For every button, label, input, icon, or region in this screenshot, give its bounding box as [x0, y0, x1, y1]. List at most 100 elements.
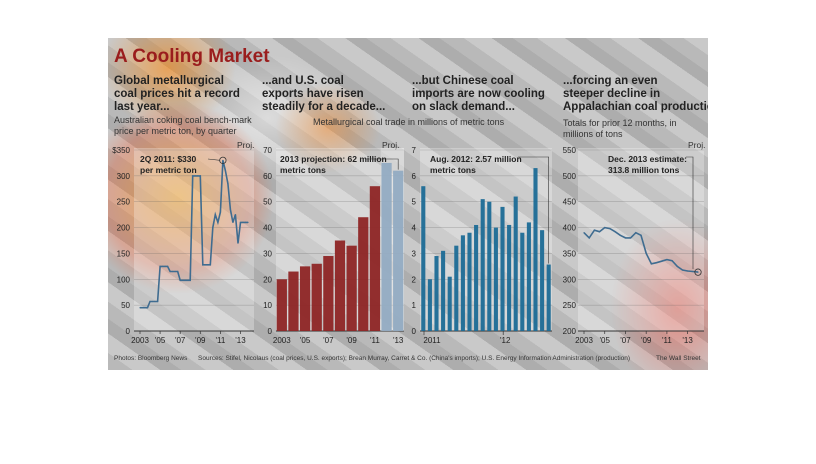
panel-4-data-point	[588, 237, 590, 239]
panel-2-annotation-line-1: 2013 projection: 62 million	[280, 154, 387, 164]
panel-4-data-point	[692, 270, 694, 273]
panel-4-annotation-line-2: 313.8 million tons	[608, 165, 680, 175]
panel-2-x-tick-label: '11	[370, 336, 380, 345]
panel-4-data-point	[697, 271, 699, 273]
panel-3-bar	[454, 245, 459, 331]
footer-sources: Sources: Stifel, Nicolaus (coal prices, …	[198, 355, 630, 362]
shared-subtitle: Metallurgical coal trade in millions of …	[313, 117, 505, 127]
panel-3-bar	[487, 201, 492, 331]
panel-1-y-tick-label: 0	[126, 327, 131, 336]
panel-4-data-point	[655, 262, 658, 264]
chart-canvas: A Cooling Market Global metallurgical co…	[112, 46, 708, 362]
panel-4-data-point	[650, 263, 652, 265]
panel-3-y-tick-label: 5	[412, 198, 417, 207]
panel-2-bar	[288, 271, 299, 331]
panel-1-data-point	[156, 300, 159, 303]
panel-3-bar	[441, 250, 446, 331]
panel-1-x-tick-label: '07	[175, 336, 186, 345]
panel-1-data-point	[169, 270, 171, 273]
panel-1-data-point	[219, 211, 221, 213]
panel-1-data-point	[199, 175, 201, 177]
panel-1-annotation-line-1: 2Q 2011: $330	[140, 154, 197, 164]
panel-4-data-point	[609, 228, 611, 230]
panel-1-data-point	[242, 221, 244, 223]
panel-1-data-point	[229, 208, 232, 211]
panel-2-bar	[358, 217, 369, 331]
panel-2-y-tick-label: 50	[263, 198, 272, 207]
panel-2-callout-leader	[366, 158, 399, 170]
panel-1-data-point	[237, 242, 239, 244]
panel-4-data-point	[666, 259, 668, 261]
panel-3-y-tick-label: 3	[412, 249, 417, 258]
panel-2-bar	[276, 279, 287, 331]
panel-1-data-point	[184, 279, 186, 281]
panel-3-bar	[480, 199, 485, 331]
panel-3-x-tick-label: '12	[500, 336, 511, 345]
panel-3-bar	[467, 232, 472, 331]
panel-2-bar	[299, 266, 311, 331]
panel-4-subheading-line-2: millions of tons	[563, 129, 623, 139]
panel-2-y-tick-label: 10	[263, 301, 272, 310]
panel-1-data-point	[167, 265, 169, 267]
panel-3-x-tick-label: 2011	[423, 336, 441, 345]
panel-1-data-point	[159, 265, 161, 267]
panel-1-data-point	[244, 221, 247, 223]
panel-4-x-tick-label: '07	[620, 336, 631, 345]
panel-2-bar	[334, 240, 346, 331]
panel-2-bar	[311, 263, 322, 331]
panel-4-y-tick-label: 500	[563, 172, 577, 181]
panel-1-data-point	[232, 221, 234, 223]
panel-1-data-point	[189, 279, 191, 281]
panel-4-data-point	[635, 232, 637, 234]
panel-1-data-point	[207, 264, 209, 266]
panel-2-bar	[346, 245, 357, 331]
panel-3-annotation-line-2: metric tons	[430, 165, 476, 175]
panel-2-heading-line-2: exports have risen	[262, 88, 364, 100]
panel-1-proj-label: Proj.	[237, 140, 254, 150]
panel-1-data-point	[234, 214, 237, 216]
panel-2-projection-shade	[380, 148, 404, 331]
panel-4-data-point	[583, 232, 585, 234]
panel-3-bar	[533, 168, 538, 331]
panel-1-data-point	[247, 221, 249, 223]
panel-3-heading-line-1: ...but Chinese coal	[412, 75, 514, 87]
panel-2-heading-line-1: ...and U.S. coal	[262, 75, 344, 87]
panel-2-bar	[381, 162, 392, 331]
panel-2-bar	[369, 186, 381, 331]
panel-1-data-point	[202, 264, 204, 266]
panel-1-data-point	[177, 270, 179, 273]
panel-3-bar	[427, 279, 432, 331]
panel-2-x-tick-label: '07	[323, 336, 334, 345]
panel-3-y-tick-label: 6	[412, 172, 417, 181]
panel-4-data-point	[630, 237, 632, 239]
panel-4-data-point	[624, 237, 627, 239]
panel-1-data-point	[154, 300, 156, 303]
panel-3-bar	[546, 264, 551, 331]
footer-photos: Photos: Bloomberg News	[114, 355, 188, 362]
panel-1-data-point	[194, 175, 196, 177]
panel-3-bar	[513, 196, 518, 331]
panel-3-annotation-line-1: Aug. 2012: 2.57 million	[430, 154, 522, 164]
main-title: A Cooling Market	[114, 46, 270, 67]
panel-4-proj-label: Proj.	[688, 140, 705, 150]
panel-3-bar	[520, 232, 525, 331]
panel-1-data-point	[149, 300, 151, 303]
panel-1-subheading-line-2: price per metric ton, by quarter	[114, 126, 237, 136]
panel-1-data-point	[151, 300, 154, 303]
panel-4-y-tick-label: 200	[563, 327, 577, 336]
panel-4-y-tick-label: 350	[563, 249, 577, 258]
panel-2-y-tick-label: 20	[263, 275, 272, 284]
panel-3-bar	[460, 235, 465, 331]
panel-1-data-point	[164, 265, 166, 267]
panel-1-y-tick-label: 100	[117, 275, 131, 284]
panel-4-callout-leader	[686, 156, 694, 270]
panel-1-heading-line-2: coal prices hit a record	[114, 88, 240, 100]
panel-4-subheading-line-1: Totals for prior 12 months, in	[563, 118, 677, 128]
panel-4-callout-marker	[694, 268, 702, 276]
panel-1-data-point	[209, 264, 211, 266]
panel-4-data-point	[671, 260, 673, 262]
panel-3-bar	[526, 222, 531, 331]
panel-3-heading-line-2: imports are now cooling	[412, 88, 545, 100]
panel-1-y-tick-label: 150	[117, 249, 131, 258]
panel-3-plot-area	[420, 148, 552, 331]
